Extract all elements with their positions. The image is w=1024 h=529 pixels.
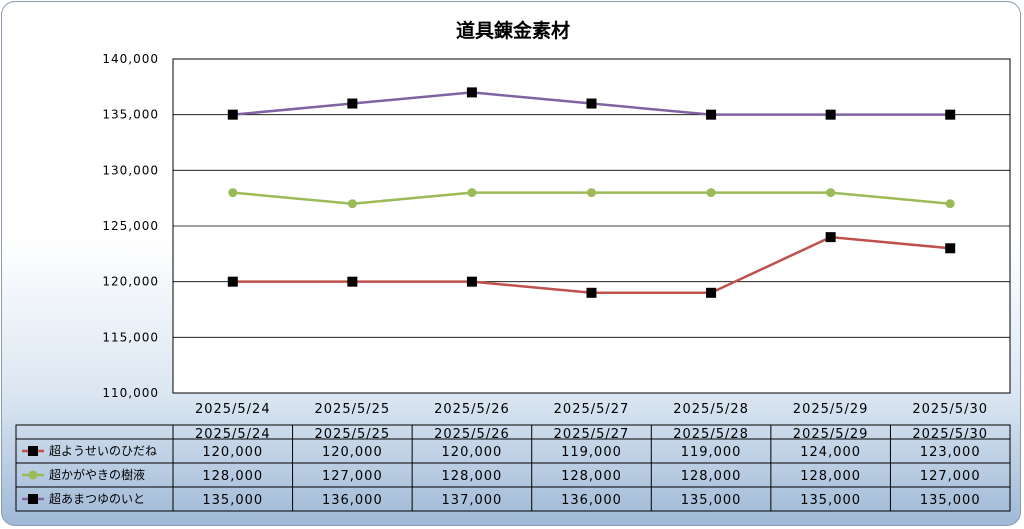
data-point xyxy=(587,188,596,198)
legend-marker xyxy=(28,446,38,456)
table-header-cell: 2025/5/29 xyxy=(793,427,869,442)
table-cell: 135,000 xyxy=(202,493,263,508)
y-tick-label: 140,000 xyxy=(102,52,159,66)
table-cell: 137,000 xyxy=(442,493,503,508)
x-tick-label: 2025/5/29 xyxy=(793,402,869,417)
series-1 xyxy=(227,232,956,298)
x-tick-label: 2025/5/25 xyxy=(315,402,391,417)
table-cell: 135,000 xyxy=(920,493,981,508)
table-cell: 127,000 xyxy=(920,469,981,484)
x-tick-label: 2025/5/27 xyxy=(554,402,630,417)
x-tick-label: 2025/5/28 xyxy=(673,402,749,417)
data-point xyxy=(467,188,477,198)
series-name: 超ようせいのひだね xyxy=(49,443,157,458)
table-header-cell: 2025/5/24 xyxy=(195,427,271,442)
data-point xyxy=(825,232,836,243)
data-point xyxy=(945,199,955,209)
table-cell: 120,000 xyxy=(322,445,383,460)
table-cell: 128,000 xyxy=(681,469,742,484)
table-cell: 128,000 xyxy=(561,469,622,484)
y-tick-label: 115,000 xyxy=(102,330,159,344)
table-cell: 128,000 xyxy=(800,469,861,484)
legend-key-2 xyxy=(22,470,44,480)
table-header-cell: 2025/5/30 xyxy=(912,427,988,442)
x-axis-ticks: 2025/5/24 2025/5/25 2025/5/26 2025/5/27 2025… xyxy=(195,402,988,417)
table-cell: 127,000 xyxy=(322,469,383,484)
legend-key-1 xyxy=(22,446,44,456)
data-point xyxy=(945,243,956,254)
series-name: 超あまつゆのいと xyxy=(49,491,145,506)
data-point xyxy=(347,98,358,109)
legend-marker xyxy=(28,470,38,480)
data-point xyxy=(706,109,717,120)
y-tick-label: 135,000 xyxy=(102,108,159,122)
data-point xyxy=(826,188,836,198)
y-tick-label: 130,000 xyxy=(102,163,159,177)
table-header-cell: 2025/5/26 xyxy=(434,427,510,442)
data-point xyxy=(706,287,717,298)
data-point xyxy=(945,109,956,120)
table-cell: 120,000 xyxy=(442,445,503,460)
data-point xyxy=(228,188,238,198)
table-header-cell: 2025/5/28 xyxy=(673,427,749,442)
data-point xyxy=(227,276,238,287)
x-tick-label: 2025/5/24 xyxy=(195,402,271,417)
table-cell: 120,000 xyxy=(202,445,263,460)
table-cell: 119,000 xyxy=(561,445,622,460)
table-cell: 136,000 xyxy=(561,493,622,508)
table-header-cell: 2025/5/25 xyxy=(315,427,391,442)
legend-key-3 xyxy=(22,494,44,504)
data-point xyxy=(466,87,477,98)
y-tick-label: 120,000 xyxy=(102,275,159,289)
data-point xyxy=(586,98,597,109)
data-point xyxy=(825,109,836,120)
data-table: 2025/5/24 2025/5/25 2025/5/26 2025/5/27 2025… xyxy=(15,424,1011,512)
table-cell: 128,000 xyxy=(202,469,263,484)
y-tick-label: 110,000 xyxy=(102,386,159,400)
x-tick-label: 2025/5/26 xyxy=(434,402,510,417)
series-name: 超かがやきの樹液 xyxy=(49,467,145,482)
table-cell: 136,000 xyxy=(322,493,383,508)
y-axis-ticks: 110,000 115,000 120,000 125,000 130,000 135,0… xyxy=(102,52,159,400)
data-point xyxy=(586,287,597,298)
legend-marker xyxy=(28,494,38,504)
series-3 xyxy=(227,87,956,120)
table-cell: 123,000 xyxy=(920,445,981,460)
table-cell: 135,000 xyxy=(800,493,861,508)
data-point xyxy=(347,199,357,209)
table-cell: 135,000 xyxy=(681,493,742,508)
table-header-cell: 2025/5/27 xyxy=(554,427,630,442)
chart-title: 道具錬金素材 xyxy=(456,19,570,42)
y-tick-label: 125,000 xyxy=(102,219,159,233)
series-lines xyxy=(227,87,956,298)
data-point xyxy=(227,109,238,120)
data-point xyxy=(466,276,477,287)
table-cell: 124,000 xyxy=(800,445,861,460)
series-2 xyxy=(228,188,955,209)
table-cell: 119,000 xyxy=(681,445,742,460)
data-point xyxy=(347,276,358,287)
data-point xyxy=(706,188,716,198)
x-tick-label: 2025/5/30 xyxy=(912,402,988,417)
table-cell: 128,000 xyxy=(442,469,503,484)
